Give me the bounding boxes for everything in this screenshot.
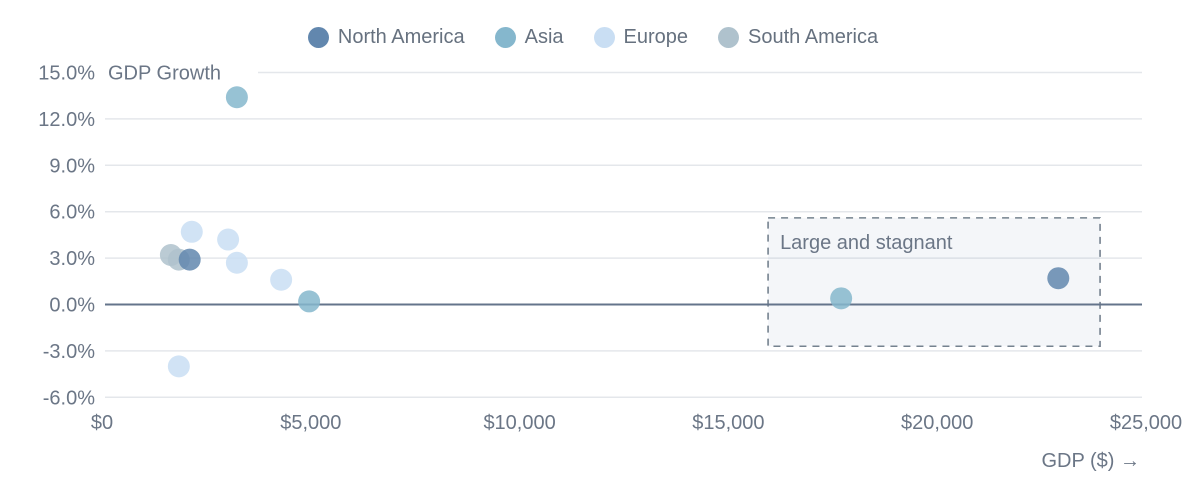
x-tick-label: $10,000 bbox=[483, 412, 555, 434]
y-tick-label: 9.0% bbox=[49, 155, 95, 177]
data-point-europe bbox=[225, 251, 248, 274]
data-point-north-america bbox=[178, 248, 201, 271]
x-tick-label: $15,000 bbox=[692, 412, 764, 434]
data-point-asia bbox=[298, 290, 321, 313]
y-tick-label: 6.0% bbox=[49, 202, 95, 224]
data-point-asia bbox=[830, 287, 853, 310]
data-point-europe bbox=[180, 220, 203, 243]
data-point-europe bbox=[217, 228, 240, 251]
y-tick-label: 12.0% bbox=[38, 109, 95, 131]
legend-label: North America bbox=[337, 26, 465, 48]
legend-item-north-america: North America bbox=[307, 26, 465, 49]
y-axis-title: GDP Growth bbox=[108, 62, 221, 84]
y-tick-label: 0.0% bbox=[49, 295, 95, 317]
y-tick-label: 3.0% bbox=[49, 248, 95, 270]
europe-swatch-icon bbox=[593, 27, 615, 48]
data-point-asia bbox=[225, 86, 248, 109]
x-tick-label: $5,000 bbox=[280, 412, 341, 434]
data-point-europe bbox=[270, 268, 293, 291]
chart-legend: North America Asia Europe South America bbox=[0, 26, 1186, 49]
y-tick-label: -3.0% bbox=[43, 341, 95, 363]
legend-item-asia: Asia bbox=[494, 26, 564, 49]
legend-item-south-america: South America bbox=[718, 26, 878, 49]
y-tick-label: -6.0% bbox=[43, 387, 95, 409]
x-tick-label: $25,000 bbox=[1110, 412, 1182, 434]
north-america-swatch-icon bbox=[307, 27, 329, 48]
annotation-box bbox=[767, 217, 1101, 348]
legend-label: Europe bbox=[623, 26, 689, 48]
data-point-north-america bbox=[1047, 267, 1070, 290]
y-tick-label: 15.0% bbox=[38, 62, 95, 84]
x-axis-title: GDP ($) → bbox=[1041, 450, 1140, 472]
annotation-label: Large and stagnant bbox=[780, 232, 953, 254]
legend-item-europe: Europe bbox=[593, 26, 689, 49]
south-america-swatch-icon bbox=[718, 27, 740, 48]
x-tick-label: $20,000 bbox=[901, 412, 973, 434]
data-point-europe bbox=[167, 355, 190, 378]
asia-swatch-icon bbox=[494, 27, 516, 48]
legend-label: South America bbox=[748, 26, 879, 48]
x-tick-label: $0 bbox=[91, 412, 113, 434]
legend-label: Asia bbox=[524, 26, 564, 48]
